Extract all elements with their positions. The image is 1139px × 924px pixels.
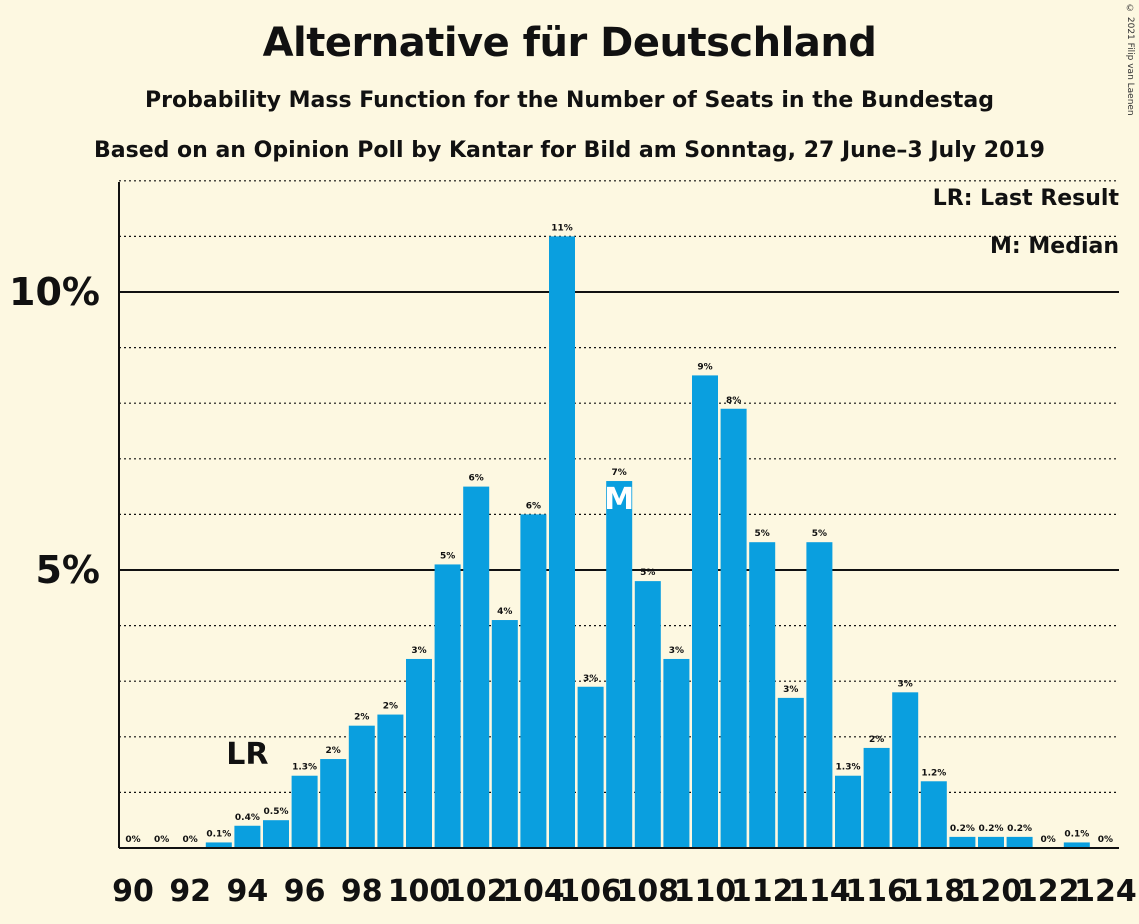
bar-100 (406, 658, 432, 848)
data-label-116: 2% (869, 735, 884, 745)
legend-last-result: LR: Last Result (932, 186, 1119, 211)
bar-97 (320, 759, 347, 848)
chart-subtitle: Probability Mass Function for the Number… (145, 88, 994, 113)
x-tick-label: 120 (960, 874, 1023, 909)
bar-93 (205, 842, 232, 848)
bar-121 (1006, 836, 1033, 848)
data-label-121: 0.2% (1007, 824, 1032, 834)
data-label-90: 0% (125, 835, 140, 845)
data-label-105: 11% (551, 223, 573, 233)
bar-111 (720, 408, 747, 848)
x-tick-label: 112 (731, 874, 794, 909)
data-label-95: 0.5% (264, 807, 289, 817)
bar-98 (348, 725, 375, 848)
median-marker: M (604, 482, 634, 517)
x-tick-label: 102 (445, 874, 508, 909)
bar-110 (692, 375, 718, 848)
x-tick-label: 94 (227, 874, 269, 909)
x-tick-label: 108 (616, 874, 679, 909)
x-tick-label: 98 (341, 874, 383, 909)
bar-104 (520, 514, 547, 848)
last-result-marker: LR (226, 737, 268, 772)
x-tick-label: 110 (674, 874, 737, 909)
data-label-119: 0.2% (950, 824, 975, 834)
data-label-123: 0.1% (1064, 829, 1089, 839)
bar-118 (920, 781, 947, 848)
data-label-110: 9% (697, 362, 712, 372)
bar-116 (863, 747, 890, 848)
chart-subtitle-source: Based on an Opinion Poll by Kantar for B… (93, 138, 1045, 163)
data-label-111: 8% (726, 396, 741, 406)
bar-105 (549, 236, 575, 848)
bar-120 (978, 836, 1004, 848)
bar-106 (577, 686, 604, 848)
bar-102 (463, 486, 490, 848)
x-tick-label: 118 (902, 874, 965, 909)
chart-title: Alternative für Deutschland (262, 20, 877, 66)
x-tick-label: 116 (845, 874, 908, 909)
bar-99 (377, 714, 404, 848)
data-label-107: 7% (612, 468, 627, 478)
x-tick-label: 114 (788, 874, 851, 909)
data-label-101: 5% (440, 551, 455, 561)
y-tick-label: 5% (35, 548, 100, 592)
x-tick-label: 106 (559, 874, 622, 909)
copyright-notice: © 2021 Filip van Laenen (1125, 4, 1135, 116)
x-tick-label: 92 (169, 874, 211, 909)
bar-107 (606, 481, 633, 848)
data-label-118: 1.2% (921, 768, 946, 778)
bar-123 (1063, 842, 1090, 848)
data-label-103: 4% (497, 607, 512, 617)
data-label-112: 5% (755, 529, 770, 539)
data-label-120: 0.2% (979, 824, 1004, 834)
bar-108 (634, 581, 661, 848)
data-label-100: 3% (411, 646, 426, 656)
data-label-122: 0% (1041, 835, 1056, 845)
bar-115 (835, 775, 861, 848)
data-label-117: 3% (898, 679, 913, 689)
data-label-94: 0.4% (235, 813, 260, 823)
bar-103 (491, 620, 518, 848)
data-label-96: 1.3% (292, 763, 317, 773)
data-label-124: 0% (1098, 835, 1113, 845)
x-tick-label: 104 (502, 874, 565, 909)
bar-113 (777, 697, 804, 848)
data-label-106: 3% (583, 674, 598, 684)
data-label-108: 5% (640, 568, 655, 578)
bar-119 (949, 836, 976, 848)
data-label-115: 1.3% (836, 763, 861, 773)
x-tick-label: 90 (112, 874, 154, 909)
bar-95 (263, 820, 289, 848)
x-tick-label: 96 (284, 874, 326, 909)
x-tick-label: 100 (388, 874, 451, 909)
data-label-99: 2% (383, 702, 398, 712)
bar-94 (234, 825, 261, 848)
data-label-93: 0.1% (206, 829, 231, 839)
data-label-109: 3% (669, 646, 684, 656)
y-tick-label: 10% (9, 270, 100, 314)
data-label-92: 0% (183, 835, 198, 845)
data-label-97: 2% (326, 746, 341, 756)
bar-117 (892, 692, 919, 848)
data-label-98: 2% (354, 713, 369, 723)
data-label-91: 0% (154, 835, 169, 845)
x-tick-label: 124 (1074, 874, 1137, 909)
bar-109 (663, 658, 690, 848)
bar-112 (749, 542, 776, 848)
data-label-102: 6% (469, 474, 484, 484)
data-label-113: 3% (783, 685, 798, 695)
data-label-104: 6% (526, 501, 541, 511)
bar-114 (806, 542, 833, 848)
x-tick-label: 122 (1017, 874, 1080, 909)
bar-101 (434, 564, 461, 848)
legend-median: M: Median (990, 234, 1119, 259)
data-label-114: 5% (812, 529, 827, 539)
bar-96 (291, 775, 318, 848)
